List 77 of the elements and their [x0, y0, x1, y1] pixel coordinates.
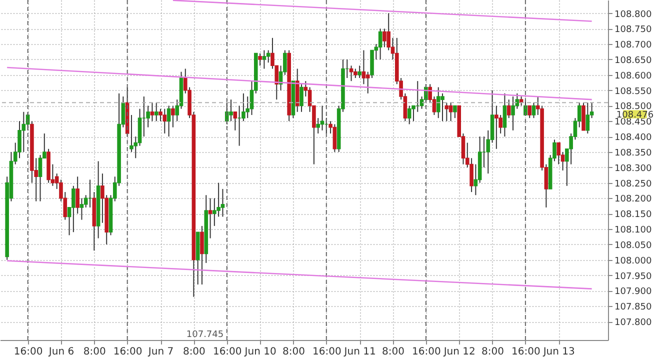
y-tick-label: 108.450 [614, 118, 652, 128]
x-tick-label: 8:00 [282, 346, 305, 357]
candlestick [511, 96, 515, 131]
candlestick [200, 225, 204, 286]
y-tick-label: 108.100 [614, 226, 652, 236]
candlestick [506, 99, 511, 119]
x-tick-label: 8:00 [182, 346, 206, 357]
candlestick [436, 86, 440, 119]
candlestick [72, 185, 76, 233]
candlestick [166, 105, 171, 138]
x-tick-label: 8:00 [83, 346, 106, 357]
y-tick-label: 108.800 [614, 10, 652, 20]
candlestick [586, 102, 590, 134]
y-tick-label: 108.300 [614, 164, 652, 174]
candlestick [528, 105, 532, 119]
candlestick [448, 102, 453, 122]
candlestick [22, 111, 26, 152]
x-tick-label: 8:00 [482, 346, 504, 357]
candlestick [262, 50, 266, 70]
x-tick-label: 16:00 [212, 346, 242, 357]
candlestick [38, 154, 42, 202]
candlestick [233, 111, 238, 131]
y-tick-label: 108.250 [614, 179, 652, 190]
y-tick-label: 108.600 [614, 71, 652, 82]
candlestick [300, 84, 304, 112]
y-tick-label: 107.950 [614, 272, 652, 282]
candlestick [266, 50, 270, 64]
candlestick [440, 92, 444, 122]
x-tick-label: 16:00 [113, 346, 142, 357]
x-tick-label: Jun 10 [244, 346, 276, 357]
x-tick-label: 16:00 [512, 346, 540, 357]
annotation: 107.745 [186, 330, 224, 340]
candlestick [354, 68, 358, 78]
x-tick-label: Jun 7 [147, 346, 174, 357]
candlestick [320, 105, 324, 131]
y-tick-label: 107.800 [614, 318, 652, 328]
x-tick-label: 16:00 [412, 346, 441, 357]
candlestick [502, 92, 507, 138]
candlestick [382, 28, 386, 48]
candlestick [150, 102, 154, 122]
x-tick-label: 8:00 [382, 346, 404, 357]
candlestick [162, 108, 167, 134]
y-tick-label: 108.550 [614, 86, 652, 97]
candlestick [80, 198, 84, 220]
candlestick [358, 65, 362, 78]
candlestick [378, 28, 382, 60]
y-tick-label: 108.700 [614, 40, 652, 51]
y-tick-label: 108.000 [614, 256, 652, 266]
candlestick [362, 50, 366, 85]
candlestick [407, 105, 412, 125]
x-tick-label: Jun 13 [542, 346, 575, 357]
candlestick [220, 188, 225, 218]
candlestick [453, 105, 457, 119]
candlestick [494, 105, 498, 150]
y-tick-label: 107.850 [614, 302, 652, 313]
y-tick-label: 108.400 [614, 133, 652, 144]
candlestick [229, 99, 233, 122]
candlestick [208, 198, 212, 239]
y-tick-label: 108.050 [614, 240, 652, 251]
candlestick [258, 52, 262, 66]
candlestick [332, 124, 337, 152]
y-tick-label: 108.350 [614, 148, 652, 158]
candlestick [171, 105, 175, 128]
x-tick-label: Jun 12 [442, 346, 476, 357]
x-tick-label: Jun 6 [48, 346, 74, 357]
y-tick-label: 107.900 [614, 287, 652, 298]
x-tick-label: Jun 11 [343, 346, 376, 357]
x-tick-label: 16:00 [312, 346, 342, 357]
y-tick-label: 108.150 [614, 210, 652, 220]
x-tick-label: 16:00 [14, 346, 43, 357]
candlestick [532, 102, 536, 119]
y-tick-label: 108.750 [614, 25, 652, 36]
candlestick [556, 142, 561, 165]
y-tick-label: 108.650 [614, 56, 652, 66]
y-tick-label: 108.200 [614, 194, 652, 205]
candlestick [366, 71, 370, 94]
candlestick [154, 102, 158, 122]
